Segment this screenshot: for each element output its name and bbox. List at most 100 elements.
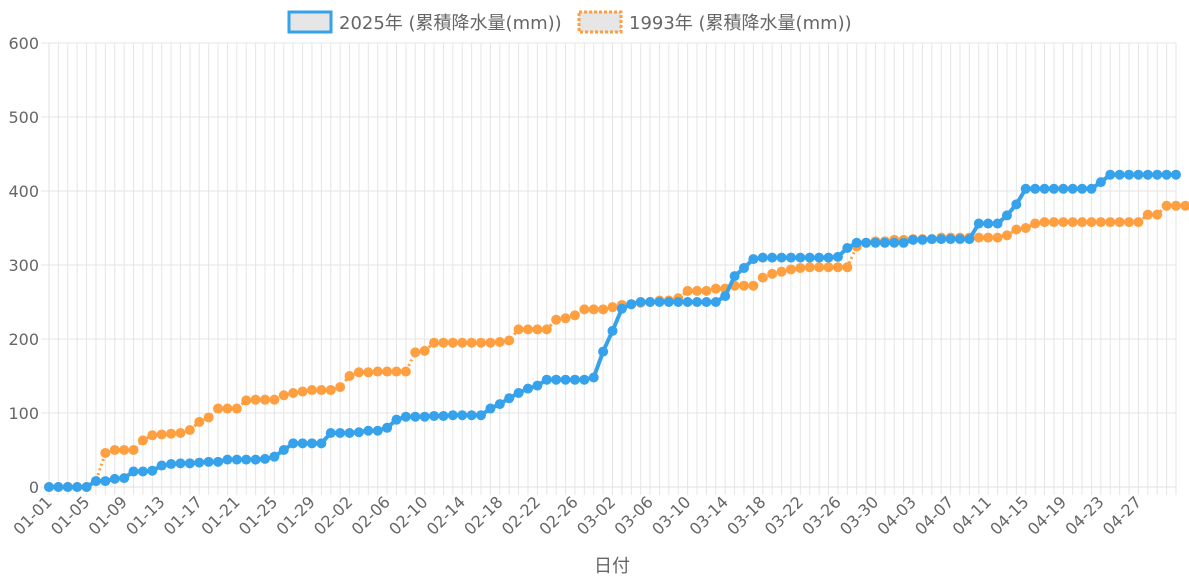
data-point[interactable] — [90, 476, 101, 487]
data-point[interactable] — [926, 234, 937, 245]
data-point[interactable] — [419, 345, 430, 356]
data-point[interactable] — [410, 411, 421, 422]
data-point[interactable] — [992, 232, 1003, 243]
data-point[interactable] — [729, 271, 740, 282]
data-point[interactable] — [457, 410, 468, 421]
data-point[interactable] — [842, 242, 853, 253]
data-point[interactable] — [1011, 224, 1022, 235]
data-point[interactable] — [429, 337, 440, 348]
data-point[interactable] — [269, 451, 280, 462]
data-point[interactable] — [504, 393, 515, 404]
legend-item-1993[interactable]: 1993年 (累積降水量(mm)) — [577, 10, 852, 34]
data-point[interactable] — [353, 427, 364, 438]
data-point[interactable] — [391, 414, 402, 425]
data-point[interactable] — [908, 234, 919, 245]
data-point[interactable] — [767, 268, 778, 279]
data-point[interactable] — [532, 324, 543, 335]
data-point[interactable] — [494, 399, 505, 410]
data-point[interactable] — [184, 458, 195, 469]
data-point[interactable] — [701, 297, 712, 307]
data-point[interactable] — [954, 234, 965, 245]
data-point[interactable] — [710, 297, 721, 307]
data-point[interactable] — [278, 445, 289, 455]
data-point[interactable] — [701, 285, 712, 296]
data-point[interactable] — [569, 374, 580, 385]
data-point[interactable] — [1020, 223, 1031, 233]
data-point[interactable] — [560, 374, 571, 385]
data-point[interactable] — [466, 410, 477, 421]
data-point[interactable] — [560, 313, 571, 324]
data-point[interactable] — [804, 262, 815, 273]
legend-item-2025[interactable]: 2025年 (累積降水量(mm)) — [287, 10, 562, 34]
data-point[interactable] — [569, 310, 580, 321]
data-point[interactable] — [203, 412, 214, 423]
data-point[interactable] — [785, 264, 796, 275]
data-point[interactable] — [1067, 183, 1078, 194]
data-point[interactable] — [607, 325, 618, 336]
data-point[interactable] — [194, 416, 205, 427]
data-point[interactable] — [1133, 217, 1144, 228]
data-point[interactable] — [682, 285, 693, 296]
data-point[interactable] — [1105, 217, 1116, 228]
data-point[interactable] — [889, 237, 900, 248]
data-point[interactable] — [316, 385, 327, 396]
data-point[interactable] — [222, 403, 233, 414]
data-point[interactable] — [335, 427, 346, 438]
data-point[interactable] — [109, 445, 120, 455]
data-point[interactable] — [222, 454, 233, 465]
data-point[interactable] — [823, 262, 834, 273]
data-point[interactable] — [306, 385, 317, 396]
data-point[interactable] — [1020, 183, 1031, 194]
data-point[interactable] — [663, 297, 674, 307]
data-point[interactable] — [1105, 169, 1116, 180]
data-point[interactable] — [1114, 169, 1125, 180]
data-point[interactable] — [1095, 177, 1106, 188]
data-point[interactable] — [1058, 183, 1069, 194]
data-point[interactable] — [720, 291, 731, 302]
data-point[interactable] — [522, 383, 533, 394]
data-point[interactable] — [757, 252, 768, 263]
data-point[interactable] — [1171, 200, 1181, 211]
data-point[interactable] — [588, 372, 599, 383]
data-point[interactable] — [372, 366, 383, 377]
data-point[interactable] — [973, 232, 984, 243]
data-point[interactable] — [898, 237, 909, 248]
data-point[interactable] — [692, 297, 703, 307]
data-point[interactable] — [541, 374, 552, 385]
data-point[interactable] — [785, 252, 796, 263]
data-point[interactable] — [447, 410, 458, 421]
data-point[interactable] — [551, 314, 562, 325]
data-point[interactable] — [335, 382, 346, 393]
data-point[interactable] — [297, 386, 308, 397]
data-point[interactable] — [814, 252, 825, 263]
data-point[interactable] — [917, 234, 928, 245]
data-point[interactable] — [137, 466, 148, 477]
data-point[interactable] — [288, 438, 299, 449]
data-point[interactable] — [278, 390, 289, 401]
data-point[interactable] — [344, 427, 355, 438]
data-point[interactable] — [992, 218, 1003, 229]
data-point[interactable] — [541, 324, 552, 335]
data-point[interactable] — [1030, 183, 1041, 194]
data-point[interactable] — [363, 425, 374, 436]
data-point[interactable] — [100, 447, 111, 458]
data-point[interactable] — [1142, 169, 1153, 180]
data-point[interactable] — [391, 366, 402, 377]
data-point[interactable] — [851, 237, 862, 248]
data-point[interactable] — [973, 218, 984, 229]
data-point[interactable] — [1114, 217, 1125, 228]
data-point[interactable] — [1001, 210, 1012, 221]
data-point[interactable] — [513, 324, 524, 335]
data-point[interactable] — [814, 262, 825, 273]
data-point[interactable] — [147, 430, 158, 441]
data-point[interactable] — [81, 482, 92, 492]
data-point[interactable] — [457, 337, 468, 348]
data-point[interactable] — [1124, 217, 1135, 228]
data-point[interactable] — [1161, 169, 1172, 180]
data-point[interactable] — [241, 454, 252, 465]
data-point[interactable] — [598, 304, 609, 315]
data-point[interactable] — [1058, 217, 1069, 228]
data-point[interactable] — [832, 262, 843, 273]
data-point[interactable] — [306, 438, 317, 449]
data-point[interactable] — [476, 337, 487, 348]
